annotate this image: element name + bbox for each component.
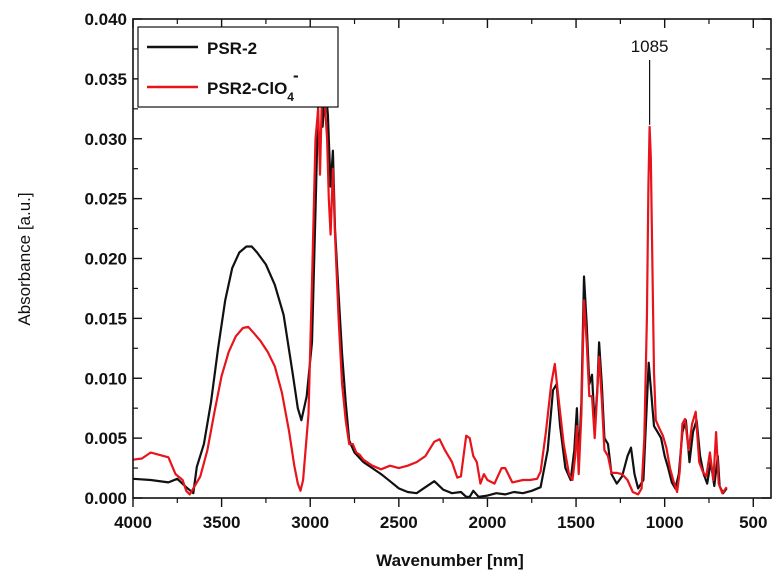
y-tick-label: 0.035	[84, 70, 127, 89]
y-tick-label: 0.015	[84, 309, 127, 328]
legend-label-main: PSR2-ClO	[207, 79, 287, 98]
x-tick-label: 2000	[469, 513, 507, 532]
x-tick-label: 3000	[291, 513, 329, 532]
y-tick-label: 0.005	[84, 429, 127, 448]
x-tick-label: 500	[739, 513, 767, 532]
y-tick-label: 0.010	[84, 369, 127, 388]
legend-label-superscript: -	[293, 66, 299, 85]
x-tick-label: 4000	[114, 513, 152, 532]
legend: PSR-2 PSR2-ClO4 -	[138, 27, 338, 107]
legend-label-psr2: PSR-2	[207, 39, 257, 58]
y-tick-label: 0.020	[84, 250, 127, 269]
x-tick-label: 2500	[380, 513, 418, 532]
y-tick-label: 0.040	[84, 10, 127, 29]
y-axis-title: Absorbance [a.u.]	[15, 192, 34, 325]
series-line-psr2	[133, 67, 727, 497]
y-tick-label: 0.025	[84, 190, 127, 209]
annotation: 1085	[631, 37, 669, 125]
x-tick-label: 1000	[646, 513, 684, 532]
plot-series	[133, 67, 727, 497]
series-line-psr2-clo4	[133, 97, 727, 495]
y-tick-label: 0.030	[84, 130, 127, 149]
x-axis-title: Wavenumber [nm]	[376, 551, 524, 570]
y-tick-label: 0.000	[84, 489, 127, 508]
x-tick-label: 1500	[557, 513, 595, 532]
legend-label-subscript: 4	[287, 90, 294, 104]
x-tick-label: 3500	[203, 513, 241, 532]
annotation-label: 1085	[631, 37, 669, 56]
